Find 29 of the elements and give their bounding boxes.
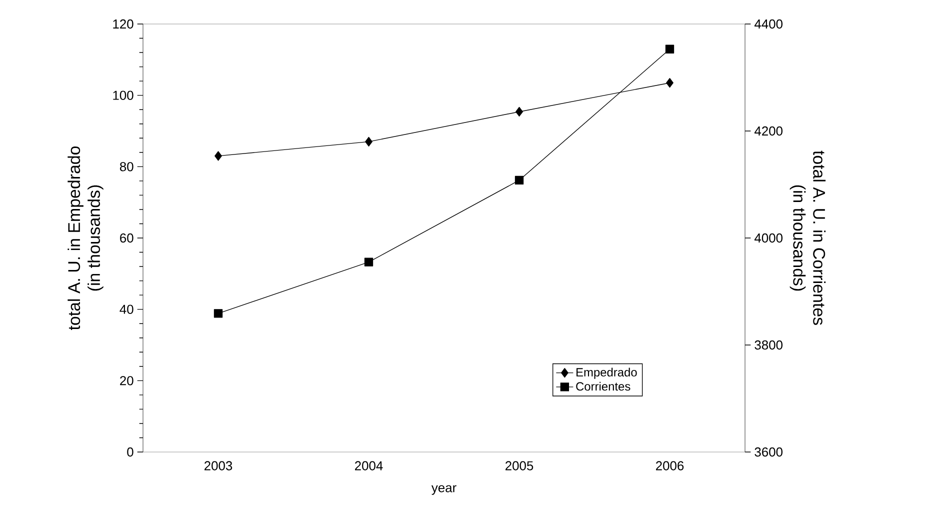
x-tick-label: 2004 <box>355 461 383 470</box>
point <box>214 309 223 318</box>
x-tick-label: 2006 <box>656 461 684 470</box>
y-tick-label: 80 <box>120 162 134 172</box>
point <box>665 44 674 54</box>
y-tick-label: 20 <box>120 376 134 386</box>
y-tick-label: 100 <box>113 90 134 100</box>
y2-tick-label: 3600 <box>754 447 782 457</box>
x-tick-label: 2005 <box>506 461 534 470</box>
point <box>514 176 524 185</box>
x-tick-label: 2003 <box>204 461 232 470</box>
y-tick-label: 0 <box>127 447 134 457</box>
point <box>214 151 222 161</box>
y-tick-label: 120 <box>113 19 134 29</box>
point <box>666 78 674 88</box>
y2-tick-label: 4200 <box>754 126 782 136</box>
y2-tick-label: 4000 <box>754 233 782 243</box>
y2-tick-label: 3800 <box>754 340 782 350</box>
legend-label: Corrientes <box>576 382 630 391</box>
y2-axis-title: total A. U. in Corrientes (in thousands) <box>790 150 826 325</box>
y-axis-title: total A. U. in Empedrado (in thousands) <box>68 146 104 330</box>
point <box>364 258 374 266</box>
y-tick-label: 60 <box>120 233 134 243</box>
y-tick-label: 40 <box>120 304 134 314</box>
legend-label: Empedrado <box>576 368 637 379</box>
x-axis-title: year <box>431 485 456 495</box>
point <box>365 136 372 147</box>
point <box>516 106 523 117</box>
y2-tick-label: 4400 <box>754 19 782 29</box>
